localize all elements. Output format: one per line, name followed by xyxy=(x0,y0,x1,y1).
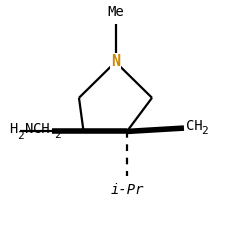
Text: H: H xyxy=(9,122,17,136)
Text: CH: CH xyxy=(33,122,49,136)
Text: 2: 2 xyxy=(17,131,24,141)
Text: 2: 2 xyxy=(201,126,208,136)
Text: CH: CH xyxy=(186,119,203,133)
Text: 2: 2 xyxy=(54,130,61,140)
Text: i-Pr: i-Pr xyxy=(110,183,144,197)
Text: N: N xyxy=(111,54,120,69)
Text: Me: Me xyxy=(107,5,124,19)
Text: N: N xyxy=(25,122,34,136)
